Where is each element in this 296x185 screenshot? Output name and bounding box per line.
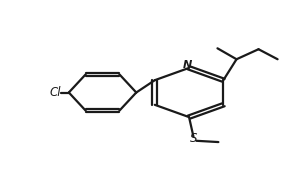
Text: N: N [183,60,192,70]
Text: S: S [190,132,197,145]
Text: Cl: Cl [49,86,61,99]
